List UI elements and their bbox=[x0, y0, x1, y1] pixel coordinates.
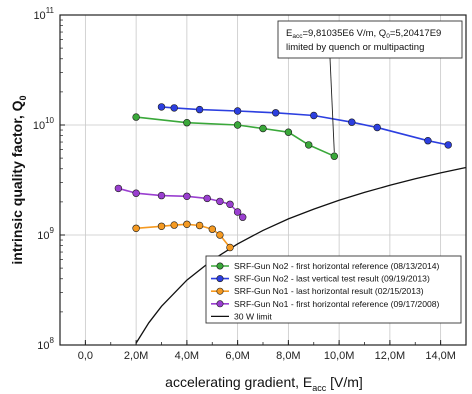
legend-item: SRF-Gun No1 - first horizontal reference… bbox=[211, 299, 440, 309]
y-tick-base: 10 bbox=[33, 120, 45, 132]
legend-label: 30 W limit bbox=[234, 311, 272, 321]
legend: SRF-Gun No2 - first horizontal reference… bbox=[205, 255, 462, 324]
series-line bbox=[161, 106, 449, 146]
annotation-line-1-sub: acc bbox=[292, 33, 303, 40]
data-point bbox=[157, 191, 166, 200]
y-tick-base: 10 bbox=[37, 230, 49, 242]
data-point bbox=[132, 113, 140, 121]
y-axis-title-sub: 0 bbox=[18, 95, 28, 100]
annotation-line-1-end: =5,20417E9 bbox=[390, 28, 442, 39]
y-axis-title: intrinsic quality factor, Q0 bbox=[9, 95, 28, 264]
data-point bbox=[239, 213, 247, 221]
annotation: Eacc=9,81035E6 V/m, Q0=5,20417E9 limited… bbox=[277, 20, 463, 153]
data-point bbox=[157, 103, 166, 111]
y-tick-exponent: 9 bbox=[50, 226, 55, 235]
x-axis-title: accelerating gradient, Eacc [V/m] bbox=[165, 374, 363, 393]
x-tick-label: 4,0M bbox=[175, 350, 199, 362]
legend-label: SRF-Gun No1 - last horizontal result (02… bbox=[234, 286, 424, 296]
x-tick-label: 12,0M bbox=[375, 350, 406, 362]
series-group bbox=[114, 103, 452, 252]
data-point bbox=[373, 123, 381, 132]
data-point bbox=[216, 231, 224, 239]
legend-label: SRF-Gun No1 - first horizontal reference… bbox=[234, 299, 440, 309]
x-axis-title-unit: [V/m] bbox=[326, 374, 363, 390]
series-2 bbox=[157, 103, 452, 149]
annotation-line-1-sub2: 0 bbox=[386, 33, 390, 40]
y-tick-label: 1011 bbox=[33, 6, 54, 22]
legend-box bbox=[205, 255, 462, 324]
data-point bbox=[216, 197, 224, 206]
x-axis-title-sub: acc bbox=[312, 383, 327, 393]
legend-item: SRF-Gun No1 - last horizontal result (02… bbox=[211, 286, 424, 296]
data-point bbox=[183, 118, 191, 127]
annotation-line-1: Eacc=9,81035E6 V/m, Q0=5,20417E9 bbox=[286, 28, 441, 40]
series-4 bbox=[114, 184, 247, 221]
y-tick-exponent: 10 bbox=[45, 116, 54, 125]
annotation-line-1-mid: =9,81035E6 V/m, Q bbox=[302, 28, 386, 39]
annotation-leader-line bbox=[329, 57, 335, 153]
data-point bbox=[424, 137, 432, 145]
data-point bbox=[170, 104, 178, 112]
y-tick-label: 108 bbox=[37, 336, 54, 352]
series-3 bbox=[132, 220, 234, 252]
y-tick-label: 1010 bbox=[33, 116, 55, 132]
limit-line bbox=[135, 166, 467, 344]
data-point bbox=[284, 128, 293, 136]
data-point bbox=[170, 221, 178, 229]
y-tick-base: 10 bbox=[33, 10, 45, 22]
x-tick-label: 14,0M bbox=[425, 350, 456, 362]
data-point bbox=[444, 141, 452, 149]
data-point bbox=[305, 141, 313, 149]
y-tick-exponent: 11 bbox=[46, 6, 55, 15]
data-point bbox=[195, 105, 204, 114]
x-axis-ticks: 0,0 2,0M 4,0M 6,0M 8,0M 10,0M 12,0M 14,0M bbox=[59, 340, 467, 362]
data-point bbox=[208, 225, 217, 233]
data-point bbox=[259, 124, 267, 133]
annotation-box bbox=[277, 20, 463, 59]
data-point bbox=[330, 152, 338, 160]
data-point bbox=[310, 111, 318, 120]
legend-marker bbox=[216, 300, 224, 308]
limit-line-group bbox=[135, 166, 467, 344]
data-point bbox=[226, 200, 234, 209]
data-point bbox=[195, 221, 204, 230]
legend-label: SRF-Gun No2 - last vertical test result … bbox=[234, 274, 430, 284]
data-point bbox=[132, 189, 140, 197]
legend-item: SRF-Gun No2 - last vertical test result … bbox=[211, 274, 430, 284]
data-point bbox=[183, 192, 191, 201]
data-point bbox=[233, 107, 242, 115]
data-point bbox=[157, 222, 166, 231]
legend-marker bbox=[216, 275, 224, 283]
x-tick-label: 10,0M bbox=[324, 350, 355, 362]
legend-items: SRF-Gun No2 - first horizontal reference… bbox=[211, 261, 440, 321]
x-axis-title-main: accelerating gradient, E bbox=[165, 374, 312, 390]
x-tick-label: 0,0 bbox=[78, 350, 93, 362]
legend-item: 30 W limit bbox=[211, 311, 272, 321]
data-point bbox=[272, 109, 280, 117]
data-point bbox=[233, 121, 242, 129]
series-1 bbox=[132, 113, 338, 160]
x-tick-label: 6,0M bbox=[225, 350, 249, 362]
data-point bbox=[183, 220, 191, 229]
data-point bbox=[132, 224, 140, 233]
data-point bbox=[348, 118, 356, 126]
legend-item: SRF-Gun No2 - first horizontal reference… bbox=[211, 261, 440, 271]
y-tick-label: 109 bbox=[37, 226, 54, 242]
legend-label: SRF-Gun No2 - first horizontal reference… bbox=[234, 261, 440, 271]
x-tick-label: 2,0M bbox=[124, 350, 148, 362]
data-point bbox=[114, 184, 123, 193]
legend-marker bbox=[216, 262, 224, 270]
y-tick-exponent: 8 bbox=[50, 336, 55, 345]
annotation-line-1-main: E bbox=[286, 28, 292, 39]
data-point bbox=[203, 194, 211, 203]
legend-marker bbox=[216, 287, 224, 295]
x-tick-label: 8,0M bbox=[276, 350, 300, 362]
y-axis-title-main: intrinsic quality factor, Q bbox=[9, 100, 25, 264]
data-point bbox=[233, 208, 242, 216]
annotation-line-2: limited by quench or multipacting bbox=[286, 42, 424, 53]
data-point bbox=[226, 243, 234, 252]
y-tick-base: 10 bbox=[37, 340, 49, 352]
